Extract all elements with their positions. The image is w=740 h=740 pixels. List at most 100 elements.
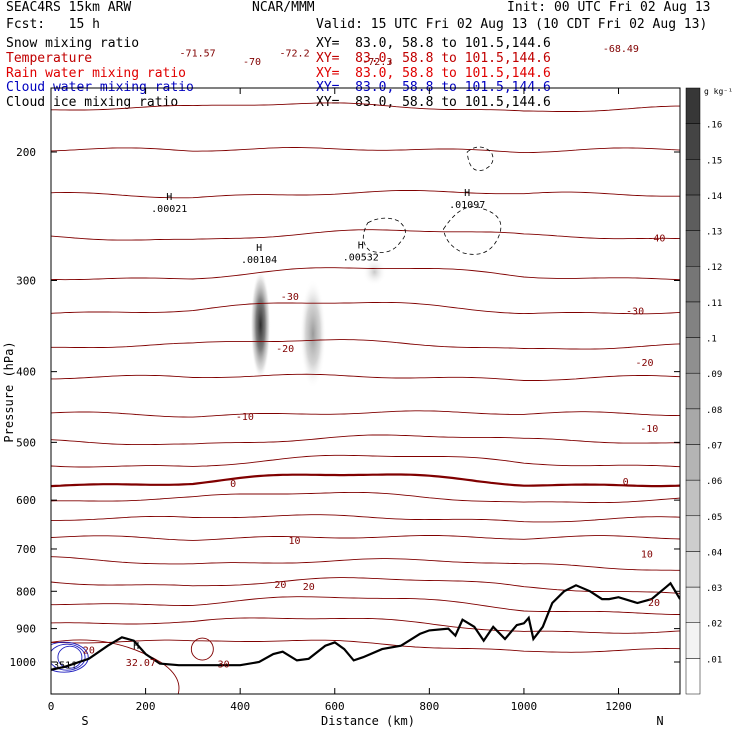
contour-labels: -71.57 -70 -72.2 -72.3 -68.49 -40 -30 -30 -20 -20… <box>83 44 666 671</box>
isotherm-line <box>51 596 680 615</box>
y-tick-label: 300 <box>16 274 36 287</box>
temperature-label: -10 <box>640 424 658 435</box>
isotherm-line <box>51 189 680 199</box>
temperature-label: 20 <box>83 646 95 657</box>
header-org: NCAR/MMM <box>252 0 315 15</box>
temperature-label: 10 <box>641 549 653 560</box>
temperature-label: -72.3 <box>362 57 392 68</box>
colorbar-label: .09 <box>706 370 722 380</box>
colorbar-bin <box>685 159 701 196</box>
terrain-line <box>51 581 680 671</box>
colorbar-bin <box>685 622 701 659</box>
temperature-label: 20 <box>303 582 315 593</box>
field-xy-cloud-ice: XY= 83.0, 58.8 to 101.5,144.6 <box>316 95 551 110</box>
maximum-value: .00021 <box>151 204 187 215</box>
colorbar-label: .1 <box>706 335 717 345</box>
x-tick-label: 1000 <box>511 700 538 713</box>
snow-blob <box>362 257 387 286</box>
temperature-label: 30 <box>218 660 230 671</box>
x-axis: 0 200 400 600 800 1000 1200 <box>48 88 632 713</box>
x-axis-label: Distance (km) <box>321 714 415 728</box>
colorbar-label: .15 <box>706 156 722 166</box>
temperature-label: -72.2 <box>280 48 310 59</box>
temperature-label: -30 <box>281 292 299 303</box>
colorbar: .01 .02 .03 .04 .05 .06 .07 .08 .09 .1 .11 .12 .13 .1… <box>685 87 722 695</box>
isotherm-line <box>51 410 680 418</box>
field-name-temperature: Temperature <box>6 51 93 66</box>
isotherm-line <box>51 147 680 154</box>
colorbar-bin <box>685 194 701 231</box>
field-name-snow: Snow mixing ratio <box>6 36 140 51</box>
plot-frame <box>50 87 681 695</box>
x-tick-label: 0 <box>48 700 55 713</box>
colorbar-bin <box>685 230 701 267</box>
colorbar-bin <box>685 444 701 481</box>
colorbar-bin <box>685 123 701 160</box>
isotherm-line <box>51 373 680 381</box>
header-fcst: Fcst: 15 h <box>6 17 100 32</box>
temperature-label: -20 <box>276 344 294 355</box>
colorbar-bin <box>685 337 701 374</box>
y-tick-label: 1000 <box>10 656 37 669</box>
maximum-marker: H <box>464 188 470 199</box>
maximum-value: .00104 <box>241 255 277 266</box>
temperature-label: -68.49 <box>603 44 639 55</box>
isotherm-line <box>51 473 680 488</box>
isotherm-line <box>51 229 680 241</box>
maximum-value: .00532 <box>343 253 379 264</box>
temperature-label: 20 <box>274 580 286 591</box>
temperature-label: -20 <box>635 358 653 369</box>
isotherm-line <box>51 577 680 594</box>
colorbar-bin <box>685 408 701 445</box>
cloud-ice-contour <box>443 206 502 255</box>
isotherm-line <box>51 434 680 446</box>
x-tick-label: 400 <box>230 700 250 713</box>
header-valid: Valid: 15 UTC Fri 02 Aug 13 (10 CDT Fri … <box>316 17 708 32</box>
isotherm-line <box>51 454 680 468</box>
y-axis-label: Pressure (hPa) <box>2 341 16 442</box>
snow-blob <box>250 269 271 380</box>
x-tick-label: 200 <box>136 700 156 713</box>
cloud-ice-contour <box>362 217 406 253</box>
colorbar-label: .16 <box>706 121 722 131</box>
temperature-label: 32.07 <box>126 658 156 669</box>
maximum-marker: H <box>358 241 364 252</box>
colorbar-unit: g kg⁻¹ <box>704 87 733 96</box>
field-xy-rain: XY= 83.0, 58.8 to 101.5,144.6 <box>316 66 551 81</box>
colorbar-bin <box>685 479 701 517</box>
isotherm-line <box>51 639 680 653</box>
y-tick-label: 500 <box>16 436 36 449</box>
temperature-label: 0 <box>623 477 629 488</box>
colorbar-label: .07 <box>706 441 722 451</box>
plot-area <box>51 102 680 694</box>
x-tick-label: 800 <box>419 700 439 713</box>
temperature-label: 10 <box>289 536 301 547</box>
isotherm-line <box>51 535 680 541</box>
colorbar-label: .12 <box>706 263 722 273</box>
cloud-water-contour <box>51 641 89 673</box>
colorbar-bin <box>685 372 701 410</box>
colorbar-bin <box>685 87 701 124</box>
isotherm-line <box>51 102 680 112</box>
colorbar-label: .03 <box>706 584 722 594</box>
colorbar-label: .01 <box>706 655 722 665</box>
colorbar-bin <box>685 301 701 338</box>
isotherm-line <box>51 617 680 634</box>
colorbar-label: .06 <box>706 477 722 487</box>
temperature-label: 20 <box>648 598 660 609</box>
isotherm-line <box>51 301 680 315</box>
maximum-marker: H <box>133 641 139 652</box>
isotherm-line <box>51 339 680 350</box>
cloud-water-contour <box>57 645 83 669</box>
colorbar-label: .14 <box>706 192 722 202</box>
temperature-label: -71.57 <box>180 48 216 59</box>
y-tick-label: 400 <box>16 366 36 379</box>
y-tick-label: 200 <box>16 146 36 159</box>
snow-blob <box>300 278 327 389</box>
x-tick-label: 1200 <box>605 700 632 713</box>
colorbar-label: .05 <box>706 513 722 523</box>
header-model: SEAC4RS 15km ARW <box>6 0 132 15</box>
isotherm-line <box>51 514 680 523</box>
